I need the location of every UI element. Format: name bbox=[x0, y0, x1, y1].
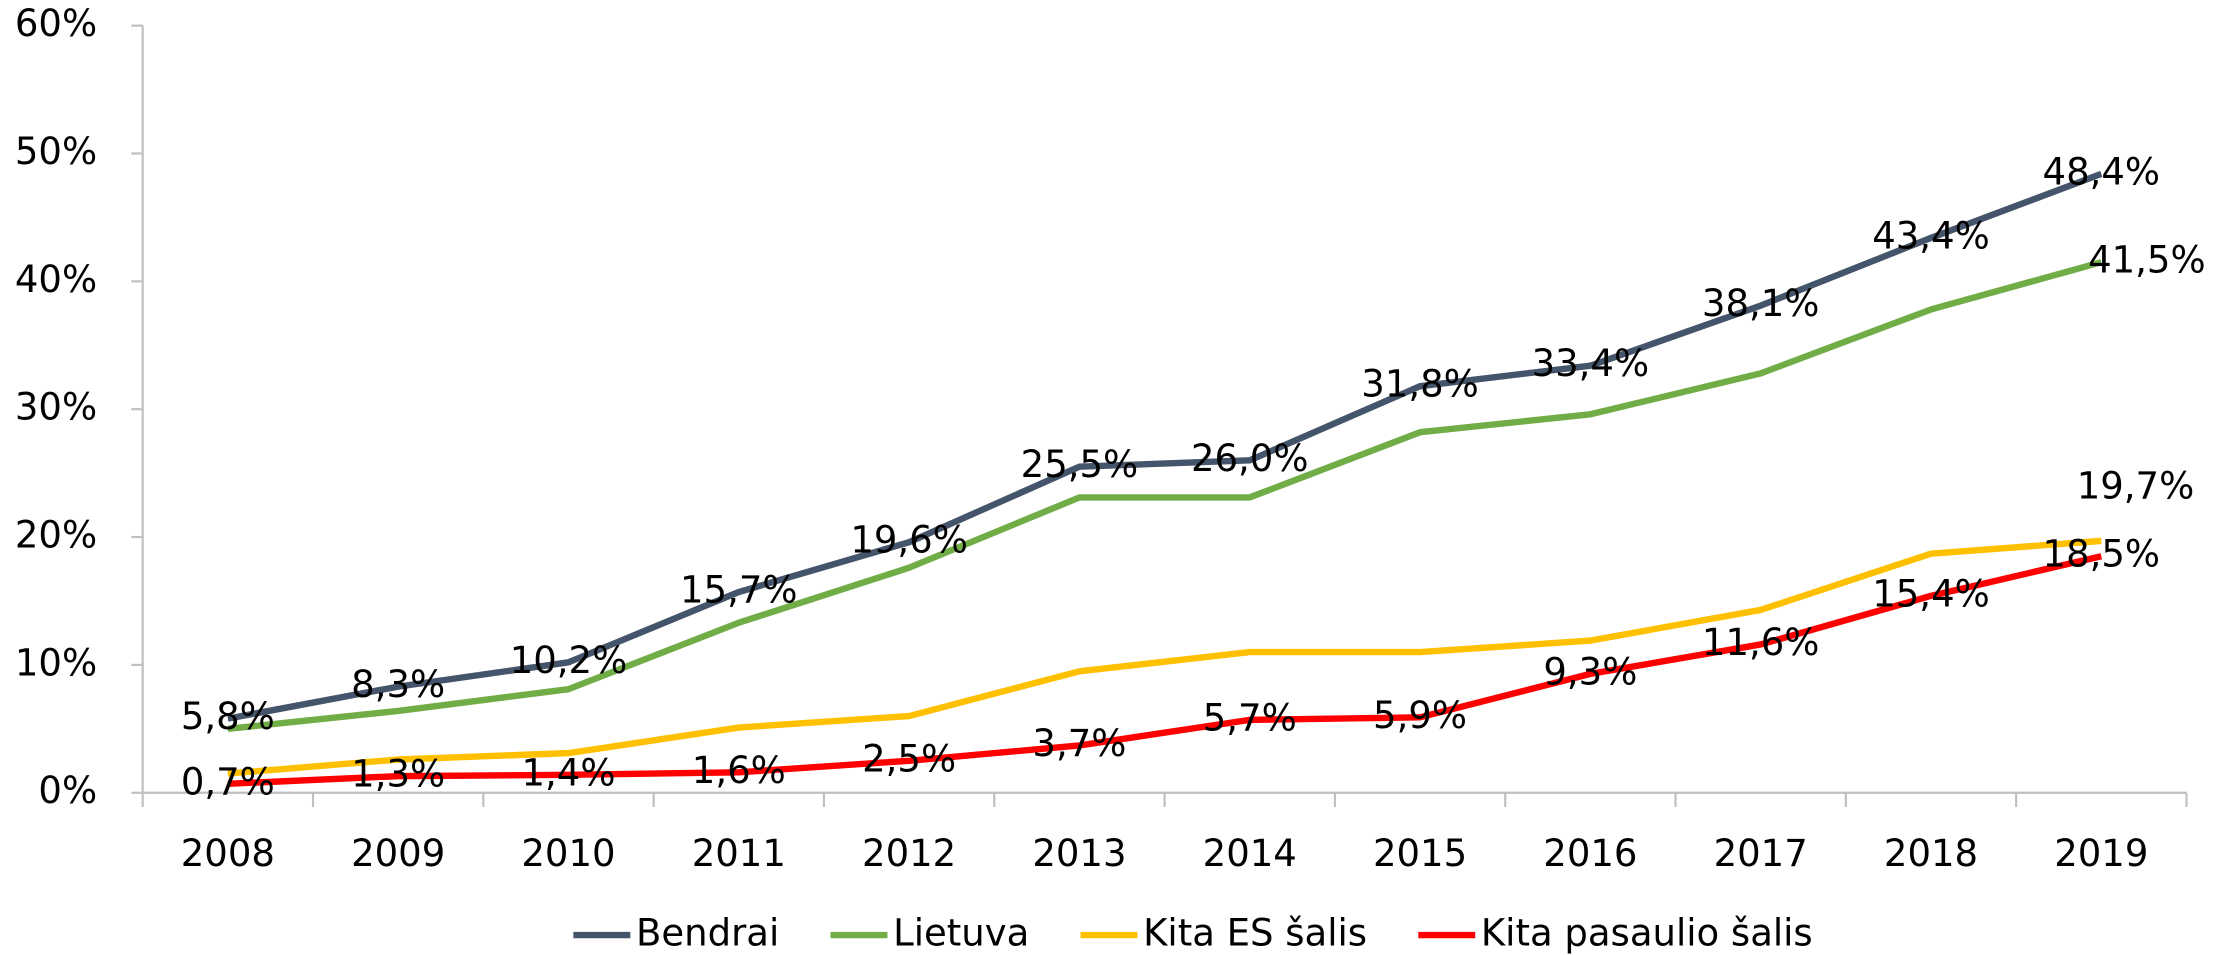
data-label: 9,3% bbox=[1543, 650, 1637, 693]
data-label: 5,8% bbox=[181, 695, 275, 738]
data-label: 19,6% bbox=[850, 519, 968, 562]
series-line bbox=[227, 537, 2102, 777]
data-label: 2,5% bbox=[862, 737, 956, 780]
x-tick-label: 2013 bbox=[1032, 832, 1126, 875]
data-label: 1,6% bbox=[692, 749, 786, 792]
x-tick-label: 2016 bbox=[1543, 832, 1637, 875]
series-line bbox=[227, 259, 2103, 733]
data-label: 3,7% bbox=[1032, 722, 1126, 765]
data-label: 25,5% bbox=[1021, 443, 1139, 486]
data-label: 48,4% bbox=[2043, 150, 2161, 193]
data-label: 0,7% bbox=[181, 760, 275, 803]
x-tick-label: 2011 bbox=[692, 832, 786, 875]
legend-label: Lietuva bbox=[893, 912, 1029, 955]
legend-label: Kita ES šalis bbox=[1143, 912, 1367, 955]
data-label: 11,6% bbox=[1702, 621, 1820, 664]
legend-label: Bendrai bbox=[636, 912, 779, 955]
data-label: 8,3% bbox=[351, 663, 445, 706]
x-tick-label: 2014 bbox=[1203, 832, 1297, 875]
data-label: 33,4% bbox=[1532, 342, 1650, 385]
data-label: 5,7% bbox=[1203, 696, 1297, 739]
x-tick-label: 2010 bbox=[521, 832, 615, 875]
data-label: 41,5% bbox=[2088, 239, 2206, 282]
y-tick-label: 60% bbox=[15, 2, 97, 45]
y-tick-label: 50% bbox=[15, 130, 97, 173]
data-label: 26,0% bbox=[1191, 437, 1309, 480]
data-label: 31,8% bbox=[1361, 363, 1479, 406]
x-tick-label: 2009 bbox=[351, 832, 445, 875]
x-tick-label: 2015 bbox=[1373, 832, 1467, 875]
x-tick-label: 2012 bbox=[862, 832, 956, 875]
x-tick-label: 2017 bbox=[1714, 832, 1808, 875]
legend-label: Kita pasaulio šalis bbox=[1481, 912, 1813, 955]
y-tick-label: 10% bbox=[15, 641, 97, 684]
x-tick-label: 2018 bbox=[1884, 832, 1978, 875]
x-tick-label: 2019 bbox=[2054, 832, 2148, 875]
data-label: 15,7% bbox=[680, 569, 798, 612]
y-tick-label: 0% bbox=[38, 769, 97, 812]
data-label: 19,7% bbox=[2077, 465, 2195, 508]
data-label: 1,4% bbox=[521, 751, 615, 794]
series-line bbox=[227, 170, 2103, 722]
y-tick-label: 20% bbox=[15, 514, 97, 557]
data-label: 43,4% bbox=[1872, 214, 1990, 257]
x-tick-label: 2008 bbox=[181, 832, 275, 875]
data-label: 1,3% bbox=[351, 753, 445, 796]
data-label: 5,9% bbox=[1373, 694, 1467, 737]
data-label: 18,5% bbox=[2043, 533, 2161, 576]
y-tick-label: 40% bbox=[15, 258, 97, 301]
series-line bbox=[227, 553, 2103, 787]
y-tick-label: 30% bbox=[15, 386, 97, 429]
data-label: 38,1% bbox=[1702, 282, 1820, 325]
data-label: 15,4% bbox=[1872, 572, 1990, 615]
data-label: 10,2% bbox=[510, 639, 628, 682]
